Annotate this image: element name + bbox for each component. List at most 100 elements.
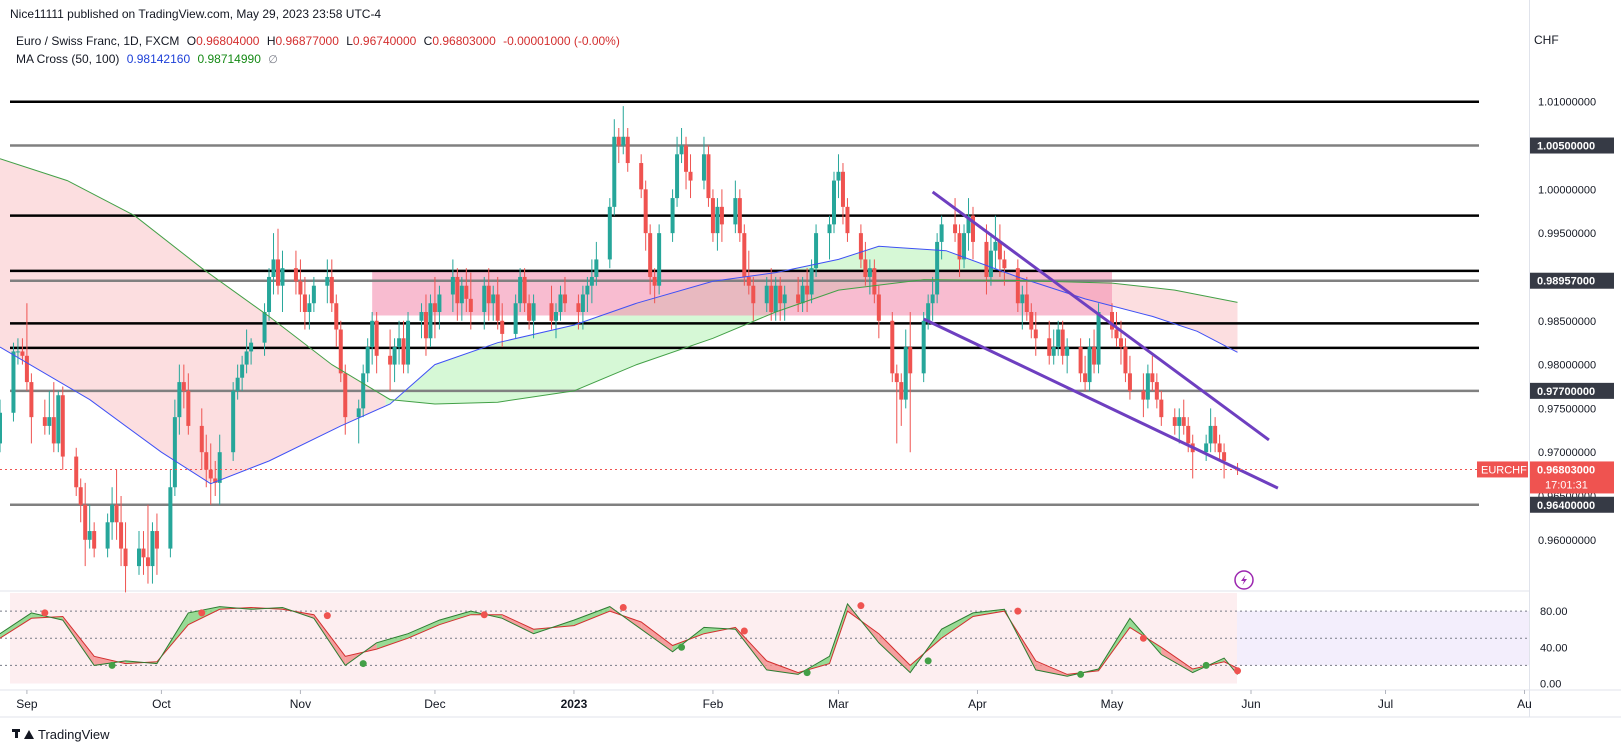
stoch-bear-fill [1224,658,1238,675]
candle-up [110,504,115,523]
candle-up [271,259,276,277]
candle-down [204,452,209,470]
y-tick-label: 1.01000000 [1538,97,1596,109]
stoch-bull-fill [973,609,1005,617]
candle-down [1002,259,1007,269]
y-tick-label: 0.97000000 [1538,447,1596,459]
candle-down [737,198,742,234]
level-label-box [1530,137,1614,154]
candle-down [1092,347,1097,365]
x-tick-label: Nov [290,697,311,711]
candle-down [455,276,460,304]
candle-up [217,452,222,483]
stoch-bull-fill [573,606,610,626]
candle-down [495,294,500,321]
candle-up [773,285,778,312]
replay-button[interactable] [1234,570,1254,590]
candle-down [423,312,428,339]
x-tick-label: Jul [1378,697,1393,711]
candle-down [486,285,491,304]
candle-up [392,347,397,365]
candle-down [639,163,644,190]
ma-bull-fill [385,246,1023,406]
candle-up [1056,329,1061,348]
candle-down [388,355,393,365]
stoch-y-tick: 0.00 [1540,678,1561,690]
candle-down [83,504,88,540]
stoch-bull-fill [1129,618,1162,655]
stoch-hidden-icons[interactable]: ∅ ∅ ∅ [266,603,302,615]
stoch-bull-fill [941,612,973,639]
level-label-box [1530,272,1614,289]
candle-up [1051,347,1056,356]
candle-up [1145,373,1150,400]
candle-down [334,303,339,330]
candle-up [1020,294,1025,304]
candle-up [249,342,254,352]
candle-up [903,347,908,400]
stoch-cross-up-dot [924,657,932,665]
candle-up [361,373,366,409]
y-tick-label: 0.96500000 [1538,491,1596,503]
candle-up [921,320,926,374]
stoch-bear-fill [345,642,377,666]
ma-cross-title[interactable]: MA Cross (50, 100) [16,52,120,66]
candle-down [338,329,343,374]
ma-hidden-icon[interactable]: ∅ [268,54,278,66]
candle-down [751,285,756,304]
candle-down [29,382,34,418]
candle-down [576,303,581,312]
stoch-bull-fill [0,612,32,639]
candle-up [832,180,836,225]
candle-down [181,382,186,391]
symbol-title[interactable]: Euro / Swiss Franc, 1D, FXCM [16,34,180,48]
ma-legend: MA Cross (50, 100) 0.98142160 0.98714990… [16,52,278,66]
candle-down [899,382,904,400]
level-label-box [1530,496,1614,513]
candle-down [302,294,307,312]
candle-down [24,355,29,383]
low-label: L [346,34,353,48]
candle-down [984,241,989,277]
candle-down [746,276,751,286]
candle-up [365,347,370,374]
candle-up [428,303,433,339]
x-tick-label: May [1101,697,1124,711]
stoch-title[interactable]: Stoch (14, 3, 3, close, 80, 20, 100, 0) [16,603,197,615]
candle-down [1024,294,1029,312]
x-tick-label: Au [1517,697,1532,711]
x-tick-label: Mar [828,697,849,711]
candle-down [872,268,877,295]
candle-down [840,171,845,207]
candle-down [845,206,850,234]
candle-down [616,136,621,146]
stoch-cross-down-dot [1234,667,1242,675]
countdown-label: 17:01:31 [1545,479,1588,491]
candle-down [769,285,774,312]
candle-down [1029,312,1034,330]
candle-down [1222,452,1227,461]
candle-down [643,189,648,234]
currency-label: CHF [1534,33,1559,47]
candle-down [199,425,204,453]
candle-up [1208,425,1213,444]
candle-up [87,531,92,540]
candle-up [764,285,769,304]
candle-down [957,233,962,260]
candle-up [585,285,590,295]
stoch-cross-up-dot [803,669,811,677]
candle-up [715,206,720,234]
candle-down [562,294,567,304]
ma-fast-value: 0.98142160 [126,52,191,66]
candle-down [1114,329,1119,339]
footer-brand[interactable]: TradingView [38,727,110,742]
stoch-cross-down-dot [480,611,488,619]
candle-down [464,285,469,299]
x-tick-label: Apr [968,697,987,711]
price-tag-box [1530,461,1614,494]
candle-up [267,276,272,312]
candle-up [482,285,487,312]
ma-bear-fill [0,158,386,482]
candle-up [1065,347,1070,356]
